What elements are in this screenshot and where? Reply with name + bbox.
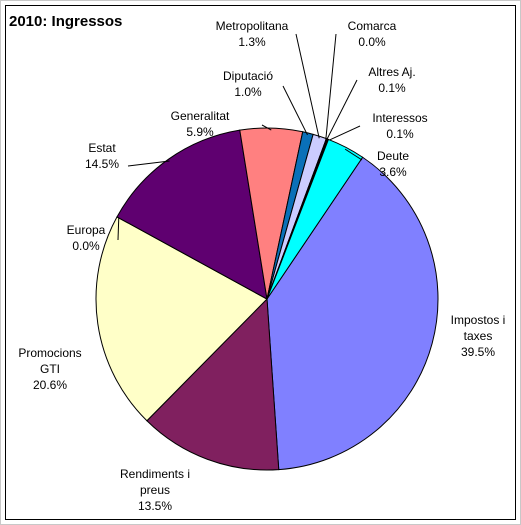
slice-name: Estat — [88, 141, 116, 155]
slice-name: Generalitat — [170, 109, 230, 123]
slice-label: Impostos i taxes 39.5% — [443, 312, 513, 360]
pie-slice — [95, 216, 268, 422]
slice-label: Rendiments i preus 13.5% — [113, 466, 197, 514]
slice-value: 1.0% — [234, 85, 262, 99]
slice-name: Impostos i taxes — [450, 313, 506, 343]
leader-line — [327, 125, 361, 142]
slice-label: Generalitat 5.9% — [171, 108, 230, 140]
leader-line — [117, 217, 120, 241]
slice-name: Diputació — [222, 69, 274, 83]
slice-value: 39.5% — [460, 345, 496, 359]
slice-label: Interessos 0.1% — [372, 110, 427, 142]
slice-name: Altres Aj. — [368, 65, 416, 79]
slice-name: Metropolitana — [215, 19, 289, 33]
slice-value: 0.1% — [386, 127, 414, 141]
slice-name: Deute — [376, 149, 410, 163]
leader-line — [282, 85, 308, 136]
slice-label: Estat 14.5% — [85, 140, 119, 172]
leader-line — [325, 79, 358, 141]
slice-value: 0.0% — [358, 35, 386, 49]
slice-name: Europa — [66, 223, 106, 237]
pie-slice — [266, 138, 364, 300]
leader-line — [344, 148, 363, 161]
slice-label: Europa 0.0% — [67, 222, 106, 254]
slice-label: Diputació 1.0% — [223, 68, 273, 100]
slice-label: Metropolitana 1.3% — [216, 18, 289, 50]
slice-value: 20.6% — [32, 378, 68, 392]
leader-line — [261, 124, 272, 131]
slice-name: Rendiments i preus — [119, 467, 191, 497]
slice-value: 3.6% — [379, 165, 407, 179]
slice-value: 13.5% — [137, 499, 173, 513]
leader-line — [325, 33, 337, 141]
chart-title: 2010: Ingressos — [9, 13, 123, 30]
pie-slice — [146, 297, 280, 471]
pie-slice — [266, 156, 439, 471]
slice-name: Comarca — [347, 19, 397, 33]
slice-label: Altres Aj. 0.1% — [368, 64, 415, 96]
slice-name: Interessos — [372, 111, 428, 125]
slice-name: Promocions GTI — [18, 346, 82, 376]
leader-line — [127, 160, 170, 167]
slice-value: 14.5% — [84, 157, 120, 171]
slice-label: Deute 3.6% — [377, 148, 409, 180]
leader-line — [295, 33, 320, 139]
slice-value: 1.3% — [238, 35, 266, 49]
slice-value: 0.0% — [72, 239, 100, 253]
slice-value: 0.1% — [378, 81, 406, 95]
slice-label: Promocions GTI 20.6% — [13, 345, 87, 393]
pie-slice — [116, 129, 268, 300]
slice-label: Comarca 0.0% — [348, 18, 397, 50]
slice-value: 5.9% — [186, 125, 214, 139]
